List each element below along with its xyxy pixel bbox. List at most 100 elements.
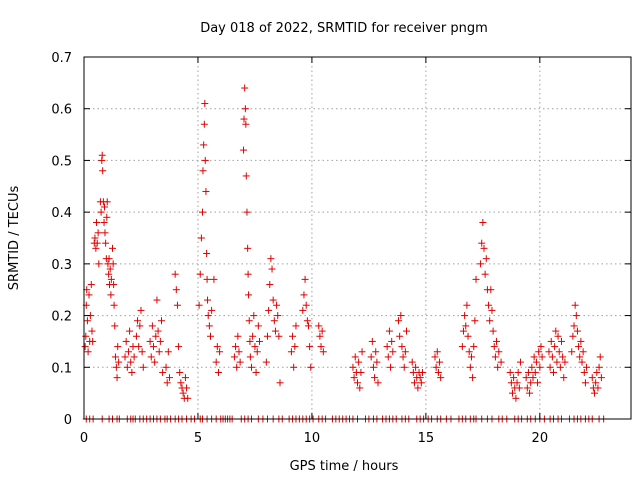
data-point <box>548 353 556 361</box>
data-point <box>206 332 214 340</box>
data-point <box>368 337 376 345</box>
data-point <box>570 322 578 330</box>
data-point <box>437 374 445 382</box>
data-point <box>276 379 284 387</box>
data-point <box>306 343 314 351</box>
data-point <box>385 327 393 335</box>
data-point <box>395 317 403 325</box>
data-point <box>461 312 469 320</box>
data-point <box>151 358 159 366</box>
data-point <box>478 239 486 247</box>
data-point <box>583 363 591 371</box>
data-point <box>162 363 170 371</box>
data-point <box>510 374 518 382</box>
data-point <box>351 353 359 361</box>
data-point <box>356 384 364 392</box>
data-point <box>254 322 262 330</box>
data-point <box>212 358 220 366</box>
data-point <box>203 275 211 283</box>
data-point <box>92 244 100 252</box>
data-point <box>431 353 439 361</box>
data-point <box>268 265 276 273</box>
x-tick-label: 5 <box>194 431 202 446</box>
data-point <box>128 368 136 376</box>
data-point <box>108 244 116 252</box>
data-point <box>289 332 297 340</box>
data-point <box>408 358 416 366</box>
data-point <box>202 187 210 195</box>
data-point <box>489 327 497 335</box>
data-point <box>479 218 487 226</box>
data-point <box>213 343 221 351</box>
data-point <box>467 353 475 361</box>
data-point <box>526 389 534 397</box>
data-point <box>109 260 117 268</box>
data-point <box>388 337 396 345</box>
data-point <box>245 317 253 325</box>
data-point <box>273 301 281 309</box>
data-point <box>560 374 568 382</box>
data-point <box>214 368 222 376</box>
data-point <box>245 291 253 299</box>
data-point <box>89 337 97 345</box>
y-tick-label: 0.3 <box>51 258 72 273</box>
data-point <box>274 312 282 320</box>
data-point <box>175 343 183 351</box>
data-point <box>557 337 565 345</box>
data-point <box>82 332 90 340</box>
data-point <box>249 332 257 340</box>
data-point <box>134 317 142 325</box>
data-point <box>412 363 420 371</box>
data-point <box>304 322 312 330</box>
data-point <box>290 363 298 371</box>
data-point <box>462 322 470 330</box>
data-point <box>545 348 553 356</box>
data-point <box>177 379 185 387</box>
data-point <box>434 368 442 376</box>
data-point <box>537 343 545 351</box>
data-point <box>572 312 580 320</box>
data-point <box>369 363 377 371</box>
data-point <box>477 260 485 268</box>
data-point <box>469 374 477 382</box>
data-point <box>138 348 146 356</box>
data-point <box>466 363 474 371</box>
data-point <box>524 368 532 376</box>
data-point <box>242 172 250 180</box>
data-point <box>243 208 251 216</box>
data-point <box>287 348 295 356</box>
data-point <box>292 322 300 330</box>
y-axis-label: SRMTID / TECUs <box>7 186 22 291</box>
data-point <box>528 363 536 371</box>
data-point <box>384 353 392 361</box>
data-point <box>547 337 555 345</box>
y-tick-label: 0.6 <box>51 103 72 118</box>
data-point <box>418 368 426 376</box>
data-point <box>463 301 471 309</box>
data-point <box>300 291 308 299</box>
data-point <box>591 389 599 397</box>
data-point <box>593 368 601 376</box>
data-point <box>242 120 250 128</box>
data-point <box>100 218 108 226</box>
data-point <box>121 353 129 361</box>
data-point <box>87 281 95 289</box>
data-point <box>137 306 145 314</box>
data-point <box>88 327 96 335</box>
data-point <box>555 348 563 356</box>
data-point <box>159 368 167 376</box>
data-point <box>200 141 208 149</box>
data-point <box>527 379 535 387</box>
data-point <box>354 379 361 387</box>
data-point <box>485 301 493 309</box>
data-point <box>114 343 122 351</box>
data-point <box>531 368 539 376</box>
data-point <box>414 384 422 392</box>
data-point <box>171 270 179 278</box>
data-point <box>530 353 538 361</box>
data-point <box>196 270 204 278</box>
data-point <box>248 363 256 371</box>
data-point <box>494 363 502 371</box>
data-point <box>200 120 208 128</box>
data-point <box>357 368 365 376</box>
